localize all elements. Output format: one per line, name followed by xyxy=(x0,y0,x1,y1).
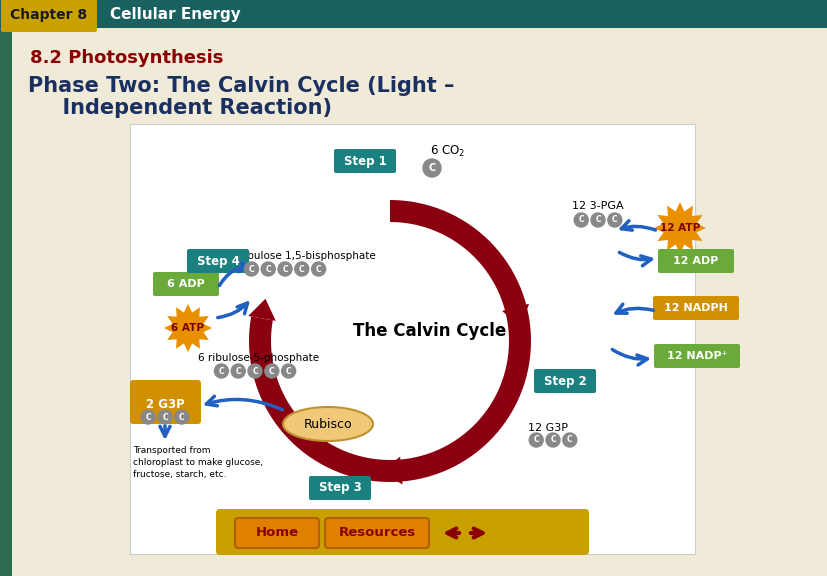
Circle shape xyxy=(244,262,258,276)
Circle shape xyxy=(214,364,228,378)
Text: C: C xyxy=(533,435,538,445)
Circle shape xyxy=(231,364,245,378)
FancyBboxPatch shape xyxy=(657,249,733,273)
Text: Rubisco: Rubisco xyxy=(304,418,351,430)
FancyBboxPatch shape xyxy=(187,249,249,273)
Text: C: C xyxy=(285,366,291,376)
Text: Transported from
chloroplast to make glucose,
fructose, starch, etc.: Transported from chloroplast to make glu… xyxy=(133,446,263,479)
Circle shape xyxy=(423,159,441,177)
Text: 6 ribulose 1,5-bisphosphate: 6 ribulose 1,5-bisphosphate xyxy=(230,251,375,261)
Text: Step 4: Step 4 xyxy=(196,255,239,267)
Text: 2 G3P: 2 G3P xyxy=(146,397,184,411)
Text: C: C xyxy=(315,264,321,274)
Text: C: C xyxy=(179,412,184,422)
Text: C: C xyxy=(162,412,168,422)
Polygon shape xyxy=(248,299,275,321)
Text: 12 ADP: 12 ADP xyxy=(672,256,718,266)
Text: C: C xyxy=(265,264,270,274)
FancyBboxPatch shape xyxy=(653,344,739,368)
Circle shape xyxy=(265,364,279,378)
Text: C: C xyxy=(299,264,304,274)
Text: C: C xyxy=(578,215,583,225)
Circle shape xyxy=(545,433,559,447)
Text: 6 ATP: 6 ATP xyxy=(171,323,204,333)
Circle shape xyxy=(141,410,155,424)
FancyBboxPatch shape xyxy=(308,476,370,500)
Circle shape xyxy=(311,262,325,276)
Circle shape xyxy=(528,433,543,447)
Text: C: C xyxy=(549,435,555,445)
Text: Phase Two: The Calvin Cycle (Light –: Phase Two: The Calvin Cycle (Light – xyxy=(28,76,454,96)
Text: Chapter 8: Chapter 8 xyxy=(11,8,88,22)
Text: C: C xyxy=(611,215,617,225)
Text: 12 ATP: 12 ATP xyxy=(659,223,700,233)
Text: C: C xyxy=(252,366,257,376)
Circle shape xyxy=(294,262,308,276)
FancyBboxPatch shape xyxy=(235,518,318,548)
Bar xyxy=(0,0,827,28)
Circle shape xyxy=(562,433,576,447)
Text: 12 NADP⁺: 12 NADP⁺ xyxy=(666,351,726,361)
Circle shape xyxy=(174,410,189,424)
Polygon shape xyxy=(501,304,528,327)
Polygon shape xyxy=(249,200,530,482)
Text: Cellular Energy: Cellular Energy xyxy=(110,6,241,21)
FancyBboxPatch shape xyxy=(153,272,218,296)
FancyBboxPatch shape xyxy=(325,518,428,548)
Polygon shape xyxy=(381,457,402,484)
Text: C: C xyxy=(428,163,435,173)
Ellipse shape xyxy=(283,407,372,441)
Text: 6 ADP: 6 ADP xyxy=(167,279,204,289)
Text: C: C xyxy=(566,435,572,445)
Text: 6 ribulose-5-phosphate: 6 ribulose-5-phosphate xyxy=(198,353,318,363)
FancyBboxPatch shape xyxy=(333,149,395,173)
Text: 12 3-PGA: 12 3-PGA xyxy=(571,201,623,211)
Text: Home: Home xyxy=(255,526,299,540)
FancyBboxPatch shape xyxy=(216,509,588,555)
Text: Resources: Resources xyxy=(338,526,415,540)
Circle shape xyxy=(590,213,605,227)
Text: C: C xyxy=(146,412,151,422)
Circle shape xyxy=(278,262,292,276)
Text: C: C xyxy=(248,264,254,274)
Text: Step 1: Step 1 xyxy=(343,154,386,168)
Bar xyxy=(0,28,12,576)
Circle shape xyxy=(248,364,261,378)
FancyBboxPatch shape xyxy=(130,124,694,554)
Text: Step 2: Step 2 xyxy=(543,374,586,388)
Text: Independent Reaction): Independent Reaction) xyxy=(48,98,332,118)
Text: Step 3: Step 3 xyxy=(318,482,361,495)
FancyBboxPatch shape xyxy=(130,380,201,424)
FancyBboxPatch shape xyxy=(653,296,739,320)
Polygon shape xyxy=(164,304,212,352)
Circle shape xyxy=(158,410,172,424)
FancyBboxPatch shape xyxy=(533,369,595,393)
Polygon shape xyxy=(653,202,705,254)
Text: C: C xyxy=(595,215,600,225)
Circle shape xyxy=(573,213,587,227)
Circle shape xyxy=(261,262,275,276)
Text: 6 CO$_2$: 6 CO$_2$ xyxy=(429,143,465,158)
Text: 12 NADPH: 12 NADPH xyxy=(663,303,727,313)
Text: C: C xyxy=(269,366,275,376)
Text: 8.2 Photosynthesis: 8.2 Photosynthesis xyxy=(30,49,223,67)
Text: 12 G3P: 12 G3P xyxy=(528,423,567,433)
Text: C: C xyxy=(218,366,224,376)
FancyBboxPatch shape xyxy=(1,0,97,32)
Text: C: C xyxy=(235,366,241,376)
Text: The Calvin Cycle: The Calvin Cycle xyxy=(353,322,506,340)
Circle shape xyxy=(281,364,295,378)
Circle shape xyxy=(607,213,621,227)
Text: C: C xyxy=(282,264,288,274)
